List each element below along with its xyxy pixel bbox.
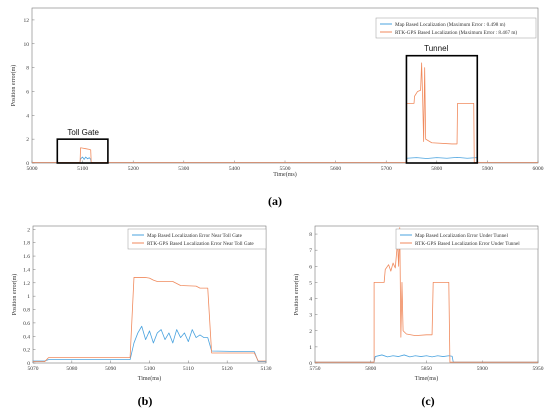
chart-a-y-tick-label: 6 (26, 89, 29, 95)
chart-a-x-tick-label: 5100 (77, 166, 88, 172)
chart-a-y-tick-label: 0 (26, 161, 29, 167)
chart-c-x-tick-label: 5950 (533, 366, 544, 372)
chart-a-x-tick-label: 5000 (27, 166, 38, 172)
chart-c-legend-box (395, 228, 539, 250)
chart-c-y-tick-label: 1 (309, 345, 312, 351)
chart-b-y-tick-label: 0.8 (23, 308, 30, 314)
chart-a-annotation-label: Tunnel (424, 44, 448, 53)
chart-a-y-tick-label: 2 (26, 137, 29, 143)
chart-c-y-tick-label: 4 (309, 297, 312, 303)
chart-b-y-tick-label: 1.6 (23, 254, 30, 260)
chart-b-caption: (b) (138, 394, 153, 408)
chart-b-y-tick-label: 1.4 (23, 267, 30, 273)
chart-a-x-tick-label: 6000 (533, 166, 544, 172)
chart-a-x-tick-label: 5700 (381, 166, 392, 172)
chart-a-annotation-box (56, 138, 109, 164)
chart-b-y-tick-label: 1.8 (23, 241, 30, 247)
chart-b-y-tick-label: 0 (27, 361, 30, 367)
chart-b-y-tick-label: 1.2 (23, 281, 30, 287)
chart-c-y-tick-label: 0 (309, 361, 312, 367)
chart-c-legend-label: RTK-GPS Based Localization Error Under T… (415, 241, 520, 247)
chart-b-x-tick-label: 5090 (105, 366, 116, 372)
chart-a-x-tick-label: 5500 (280, 166, 291, 172)
chart-a-x-tick-label: 5600 (330, 166, 341, 172)
chart-a-y-tick-label: 10 (24, 42, 30, 48)
chart-a-legend-label: RTK-GPS Based Localization (Maximum Erro… (395, 29, 517, 36)
chart-a-x-tick-label: 5900 (482, 166, 493, 172)
chart-c-x-tick-label: 5800 (365, 366, 376, 372)
chart-a-y-tick-label: 8 (26, 66, 29, 72)
chart-a-y-tick-label: 4 (26, 113, 29, 119)
chart-b-y-tick-label: 0.6 (23, 321, 30, 327)
chart-b-legend-label: RTK-GPS Based Localization Error Near To… (147, 241, 254, 247)
chart-c-caption: (c) (421, 394, 434, 408)
chart-c-x-axis-label: Time(ms) (415, 375, 438, 382)
chart-b-x-tick-label: 5100 (144, 366, 155, 372)
chart-c-y-axis-label: Position error(m) (293, 274, 300, 316)
chart-b-legend-label: Map Based Localization Error Near Toll G… (147, 233, 243, 239)
chart-b-x-tick-label: 5080 (66, 366, 77, 372)
chart-a-x-tick-label: 5800 (431, 166, 442, 172)
chart-c-series-line-map-based (315, 354, 538, 363)
chart-a-y-axis-label: Position error(m) (10, 65, 17, 107)
chart-c-y-tick-label: 7 (309, 248, 312, 254)
chart-b-x-tick-label: 5120 (222, 366, 233, 372)
chart-b-series-line-map-based (33, 325, 266, 363)
chart-a-legend-label: Map Based Localization (Maximum Error : … (395, 21, 506, 28)
chart-b-series-line-rtk-gps (33, 277, 266, 363)
chart-b-x-tick-label: 5070 (28, 366, 39, 372)
chart-c-legend-label: Map Based Localization Error Under Tunne… (415, 233, 508, 239)
chart-b-y-axis-label: Position error(m) (11, 274, 18, 316)
chart-a-x-tick-label: 5300 (178, 166, 189, 172)
chart-b-y-tick-label: 1 (27, 294, 30, 300)
chart-b-x-tick-label: 5130 (261, 366, 272, 372)
chart-b-y-tick-label: 0.2 (23, 348, 30, 354)
chart-a-x-tick-label: 5200 (128, 166, 139, 172)
chart-c-x-tick-label: 5850 (421, 366, 432, 372)
chart-c-series-line-rtk-gps (315, 227, 538, 363)
chart-c-x-tick-label: 5750 (310, 366, 321, 372)
chart-a-x-tick-label: 5400 (229, 166, 240, 172)
chart-c-x-tick-label: 5900 (477, 366, 488, 372)
chart-b-x-axis-label: Time(ms) (138, 375, 161, 382)
chart-b-x-tick-label: 5110 (183, 366, 194, 372)
chart-b-y-tick-label: 2 (27, 227, 30, 233)
chart-a-legend-box (375, 17, 537, 39)
chart-c-y-tick-label: 8 (309, 232, 312, 238)
chart-c-y-tick-label: 3 (309, 313, 312, 319)
chart-a-annotation-box (405, 54, 479, 164)
chart-c-y-tick-label: 2 (309, 329, 312, 335)
chart-a-series-line-rtk-gps (32, 62, 538, 163)
chart-a-caption: (a) (268, 194, 282, 208)
chart-b-legend-box (127, 228, 267, 250)
chart-a-x-axis-label: Time(ms) (273, 171, 296, 178)
chart-c-y-tick-label: 6 (309, 264, 312, 270)
chart-c-y-tick-label: 5 (309, 280, 312, 286)
chart-a-y-tick-label: 12 (24, 18, 30, 24)
chart-b-y-tick-label: 0.4 (23, 334, 30, 340)
chart-a-annotation-label: Toll Gate (67, 128, 99, 137)
